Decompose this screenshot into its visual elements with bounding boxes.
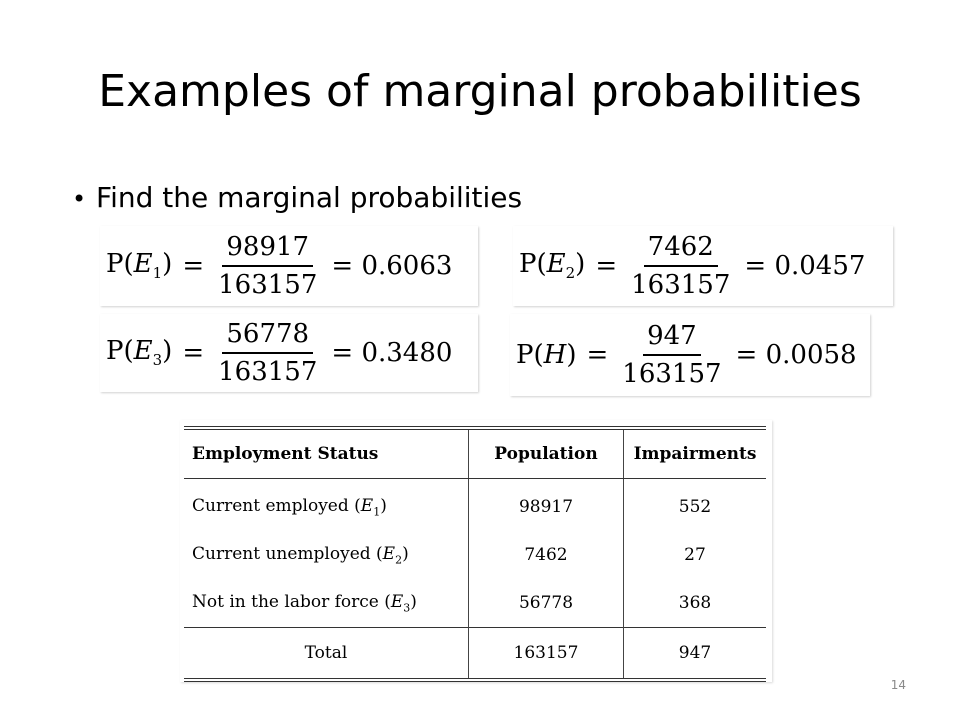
bullet-dot-icon: • <box>72 185 87 213</box>
header-population: Population <box>468 426 624 479</box>
numerator: 947 <box>643 320 701 356</box>
numerator: 7462 <box>643 231 718 267</box>
total-impairments-cell: 947 <box>623 627 766 682</box>
population-cell: 98917 <box>468 478 624 531</box>
formula-lhs: P(E1) <box>106 249 173 283</box>
equals-sign: = <box>182 251 205 281</box>
employment-table: Employment Status Population Impairments… <box>184 426 766 682</box>
formula-result: = 0.6063 <box>331 251 453 281</box>
fraction: 56778 163157 <box>214 318 321 388</box>
formula-lhs: P(E3) <box>106 336 173 370</box>
header-impairments: Impairments <box>623 426 766 479</box>
total-population-cell: 163157 <box>468 627 624 682</box>
table-row: Current unemployed (E2) 7462 27 <box>184 531 766 579</box>
table-row: Current employed (E1) 98917 552 <box>184 478 766 531</box>
numerator: 56778 <box>222 318 314 354</box>
formula-lhs: P(H) <box>516 340 577 370</box>
page-number: 14 <box>890 678 906 692</box>
equals-sign: = <box>586 340 609 370</box>
fraction: 947 163157 <box>618 320 725 390</box>
population-cell: 7462 <box>468 531 624 579</box>
impairments-cell: 552 <box>678 497 712 517</box>
formula-result: = 0.0457 <box>744 251 866 281</box>
table-total-row: Total 163157 947 <box>184 627 766 682</box>
formula-p-e3: P(E3) = 56778 163157 = 0.3480 <box>100 314 478 392</box>
header-employment-status: Employment Status <box>184 426 469 479</box>
impairments-cell: 27 <box>684 545 706 565</box>
fraction: 7462 163157 <box>627 231 734 301</box>
equals-sign: = <box>182 338 205 368</box>
population-cell: 56778 <box>468 579 624 628</box>
denominator: 163157 <box>218 270 318 300</box>
table-header-row: Employment Status Population Impairments <box>184 426 766 479</box>
employment-table-image: Employment Status Population Impairments… <box>180 420 772 682</box>
formula-result: = 0.3480 <box>331 338 453 368</box>
bullet-item: • Find the marginal probabilities <box>72 178 522 219</box>
impairments-cell: 368 <box>678 593 712 613</box>
formula-p-e1: P(E1) = 98917 163157 = 0.6063 <box>100 226 478 306</box>
formula-result: = 0.0058 <box>735 340 857 370</box>
status-cell: Current employed (E1) <box>184 478 469 531</box>
formula-p-h: P(H) = 947 163157 = 0.0058 <box>510 314 870 396</box>
denominator: 163157 <box>631 270 731 300</box>
equals-sign: = <box>595 251 618 281</box>
slide-title: Examples of marginal probabilities <box>98 66 862 117</box>
table-row: Not in the labor force (E3) 56778 368 <box>184 579 766 628</box>
numerator: 98917 <box>222 231 314 267</box>
formula-lhs: P(E2) <box>519 249 586 283</box>
status-cell: Not in the labor force (E3) <box>184 579 469 628</box>
denominator: 163157 <box>218 357 318 387</box>
formula-p-e2: P(E2) = 7462 163157 = 0.0457 <box>513 226 893 306</box>
fraction: 98917 163157 <box>214 231 321 301</box>
bullet-text: Find the marginal probabilities <box>96 181 523 214</box>
status-cell: Current unemployed (E2) <box>184 531 469 579</box>
denominator: 163157 <box>622 359 722 389</box>
total-label-cell: Total <box>184 627 469 682</box>
